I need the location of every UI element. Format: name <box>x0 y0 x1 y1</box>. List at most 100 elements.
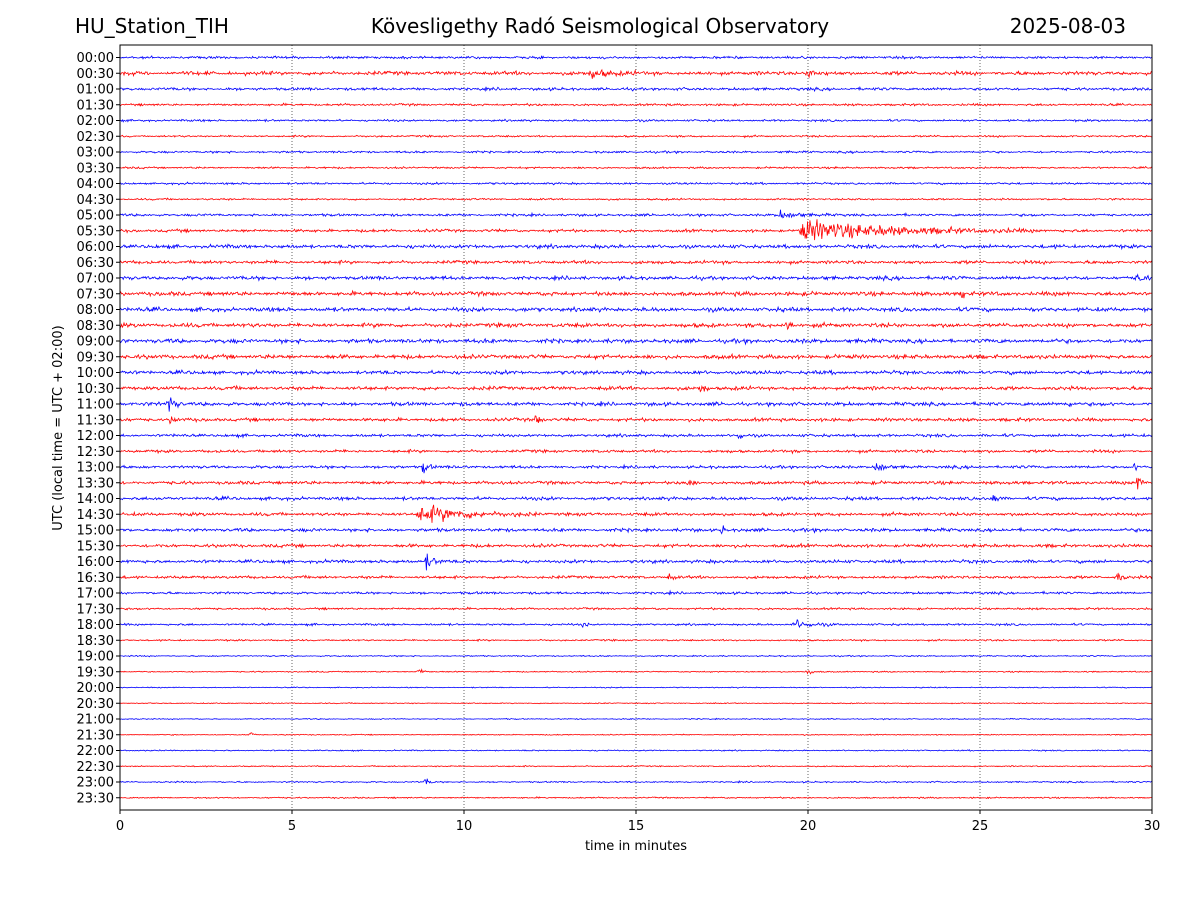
trace-row-2100 <box>120 717 1152 721</box>
y-tick-label: 22:00 <box>77 744 114 759</box>
y-tick-label: 15:00 <box>77 524 114 539</box>
y-tick-group: 00:0000:3001:0001:3002:0002:3003:0003:30… <box>77 51 120 806</box>
trace-row-1400 <box>119 494 1153 502</box>
y-tick-label: 19:00 <box>77 650 114 665</box>
trace-row-2330 <box>119 796 1153 800</box>
y-tick-label: 16:00 <box>77 555 114 570</box>
y-tick-label: 00:30 <box>77 67 114 82</box>
trace-row-2230 <box>119 764 1153 768</box>
trace-row-0430 <box>119 197 1153 202</box>
y-tick-label: 13:30 <box>77 476 114 491</box>
y-axis-label: UTC (local time = UTC + 02:00) <box>51 325 66 530</box>
y-tick-label: 14:00 <box>77 492 114 507</box>
trace-group <box>119 55 1153 800</box>
trace-row-0230 <box>119 134 1153 139</box>
x-tick-label: 5 <box>288 819 296 834</box>
y-tick-label: 04:30 <box>77 193 114 208</box>
trace-row-0600 <box>119 242 1153 251</box>
y-tick-label: 06:30 <box>77 256 114 271</box>
y-tick-label: 17:00 <box>77 587 114 602</box>
trace-row-0730 <box>119 289 1153 299</box>
y-tick-label: 21:30 <box>77 728 114 743</box>
y-tick-label: 20:30 <box>77 697 114 712</box>
x-tick-label: 10 <box>456 819 473 834</box>
y-tick-label: 22:30 <box>77 760 114 775</box>
trace-row-0630 <box>119 259 1153 266</box>
trace-row-1500 <box>119 525 1153 535</box>
trace-row-1930 <box>119 668 1153 675</box>
trace-row-0100 <box>119 85 1153 93</box>
trace-row-1200 <box>119 432 1153 440</box>
y-tick-label: 06:00 <box>77 240 114 255</box>
trace-row-2000 <box>119 686 1153 689</box>
trace-row-1530 <box>119 542 1153 549</box>
y-tick-label: 03:30 <box>77 161 114 176</box>
y-tick-label: 00:00 <box>77 51 114 66</box>
date-title: 2025-08-03 <box>1009 14 1126 38</box>
y-tick-label: 20:00 <box>77 681 114 696</box>
trace-row-1000 <box>119 368 1153 377</box>
x-tick-group: 0 5 10 15 20 25 30 <box>116 810 1160 834</box>
trace-row-1330 <box>119 477 1153 490</box>
y-tick-label: 07:00 <box>77 272 114 287</box>
y-tick-label: 07:30 <box>77 287 114 302</box>
y-tick-label: 09:30 <box>77 350 114 365</box>
y-tick-label: 12:30 <box>77 445 114 460</box>
y-tick-label: 11:00 <box>77 398 114 413</box>
y-tick-label: 01:00 <box>77 83 114 98</box>
y-tick-label: 21:00 <box>77 713 114 728</box>
x-tick-label: 30 <box>1144 819 1161 834</box>
trace-row-0300 <box>119 150 1153 155</box>
trace-row-1030 <box>119 384 1153 393</box>
trace-row-0000 <box>119 55 1153 60</box>
y-tick-label: 11:30 <box>77 413 114 428</box>
trace-row-2030 <box>119 702 1152 705</box>
station-title: HU_Station_TIH <box>75 14 229 38</box>
trace-row-0830 <box>119 321 1153 331</box>
y-tick-label: 05:30 <box>77 224 114 239</box>
y-tick-label: 05:00 <box>77 209 114 224</box>
trace-row-1130 <box>119 415 1153 425</box>
trace-row-1730 <box>119 606 1153 611</box>
y-tick-label: 10:30 <box>77 382 114 397</box>
trace-row-1900 <box>119 654 1153 658</box>
x-tick-label: 20 <box>800 819 817 834</box>
x-tick-label: 0 <box>116 819 124 834</box>
trace-row-2130 <box>120 732 1152 736</box>
trace-row-0700 <box>119 273 1153 282</box>
trace-row-1630 <box>119 572 1153 581</box>
y-tick-label: 15:30 <box>77 539 114 554</box>
trace-row-0200 <box>119 118 1153 123</box>
y-tick-label: 19:30 <box>77 665 114 680</box>
y-tick-label: 17:30 <box>77 602 114 617</box>
grid-lines <box>291 45 981 810</box>
y-tick-label: 08:00 <box>77 303 114 318</box>
x-axis-label: time in minutes <box>585 839 687 854</box>
trace-row-0030 <box>119 68 1153 79</box>
trace-row-2200 <box>120 749 1153 752</box>
trace-row-0900 <box>119 337 1152 346</box>
y-tick-label: 03:00 <box>77 146 114 161</box>
y-tick-label: 13:00 <box>77 461 114 476</box>
y-tick-label: 12:00 <box>77 429 114 444</box>
x-tick-label: 25 <box>972 819 989 834</box>
trace-row-1830 <box>119 638 1153 643</box>
y-tick-label: 09:00 <box>77 335 114 350</box>
y-tick-label: 10:00 <box>77 366 114 381</box>
y-tick-label: 18:00 <box>77 618 114 633</box>
y-tick-label: 14:30 <box>77 508 114 523</box>
y-tick-label: 23:30 <box>77 791 114 806</box>
y-tick-label: 04:00 <box>77 177 114 192</box>
y-tick-label: 08:30 <box>77 319 114 334</box>
y-tick-label: 01:30 <box>77 98 114 113</box>
observatory-title: Kövesligethy Radó Seismological Observat… <box>370 14 830 38</box>
trace-row-0530 <box>119 219 1153 241</box>
trace-row-0330 <box>120 165 1153 170</box>
trace-row-1300 <box>119 462 1153 474</box>
trace-row-1700 <box>119 589 1153 596</box>
trace-row-1800 <box>119 618 1152 629</box>
trace-row-1230 <box>119 448 1153 455</box>
trace-row-1600 <box>119 553 1153 571</box>
trace-row-0500 <box>119 209 1153 219</box>
